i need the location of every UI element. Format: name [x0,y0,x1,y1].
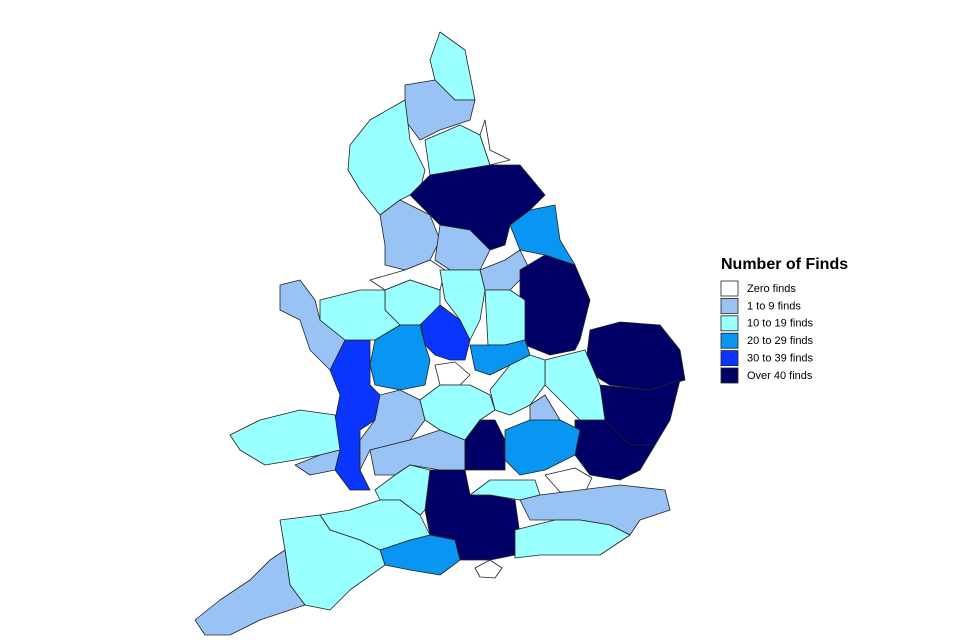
county [544,467,593,493]
legend-label: 20 to 29 finds [747,335,814,347]
county [369,324,431,391]
legend-swatch [720,332,739,349]
county [319,289,401,341]
legend-swatch [720,350,739,367]
county [294,449,341,476]
county [519,254,591,356]
legend-swatch [720,367,739,384]
county [474,559,503,579]
county [419,304,471,361]
map-regions [194,31,686,636]
county [544,349,606,421]
county [469,479,541,501]
county [419,384,496,441]
legend-label: 1 to 9 finds [747,300,801,312]
county [439,269,486,341]
legend-swatch [720,315,739,332]
county [404,79,476,141]
legend-title: Number of Finds [721,256,848,273]
county [434,361,471,386]
legend-swatch [720,280,739,297]
legend-swatch [720,297,739,314]
county [584,321,686,391]
county [479,119,511,166]
county [489,354,546,416]
county [514,519,631,559]
county [509,204,576,266]
legend-label: 10 to 19 finds [747,318,814,330]
county [574,419,656,481]
county [484,289,526,346]
county [504,419,581,476]
legend-label: 30 to 39 finds [747,353,814,365]
legend-label: Zero finds [747,283,796,295]
legend: Number of Finds Zero finds 1 to 9 finds 10… [720,256,848,384]
legend-label: Over 40 finds [747,370,813,382]
county [194,549,306,636]
county [279,279,346,371]
